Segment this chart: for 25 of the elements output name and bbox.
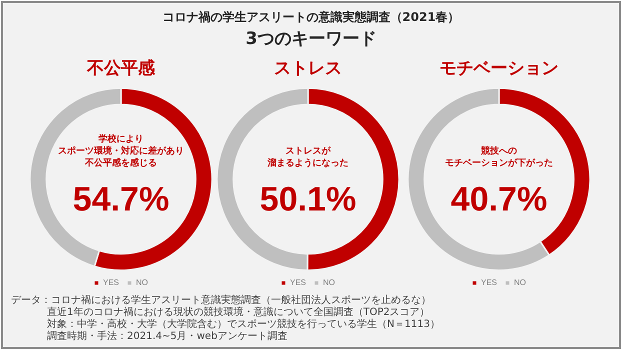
text: コロナ禍の学生アスリートの意識実態調査（2021春） (161, 9, 461, 26)
legend-label: NO (323, 278, 336, 288)
text: 50.1% (260, 180, 356, 219)
text: 競技への (480, 146, 517, 157)
text: 学校により (98, 134, 144, 145)
legend-label: YES (480, 278, 498, 288)
text: 40.7% (450, 180, 548, 219)
text: ストレスが (286, 146, 332, 157)
text: 3つのキーワード (244, 28, 378, 50)
chart-title: 不公平感 (86, 58, 156, 79)
text: 調査時期・手法：2021.4~5月・webアンケート調査 (46, 331, 288, 343)
chart-title: ストレス (274, 58, 342, 79)
legend-label: NO (136, 278, 148, 288)
chart-title: モチベーション (440, 58, 558, 79)
text: スポーツ環境・対応に差があり (58, 146, 184, 157)
text: 溜まるようになった (266, 158, 348, 169)
text: 不公平感を感じる (84, 158, 157, 169)
text: 54.7% (72, 180, 170, 219)
text: モチベーションが下がった (445, 158, 553, 169)
text: 直近1年のコロナ禍における現状の競技環境・意識について全国調査（TOP2スコア） (46, 307, 431, 318)
text: データ：コロナ禍における学生アスリート意識実態調査（一般社団法人スポーツを止めるな） (11, 295, 432, 306)
legend-label: YES (102, 278, 120, 288)
legend-label: YES (290, 278, 306, 288)
text: 対象：中学・高校・大学（大学院含む）でスポーツ競技を行っている学生（N＝1113） (46, 319, 440, 330)
legend-label: NO (514, 278, 526, 288)
